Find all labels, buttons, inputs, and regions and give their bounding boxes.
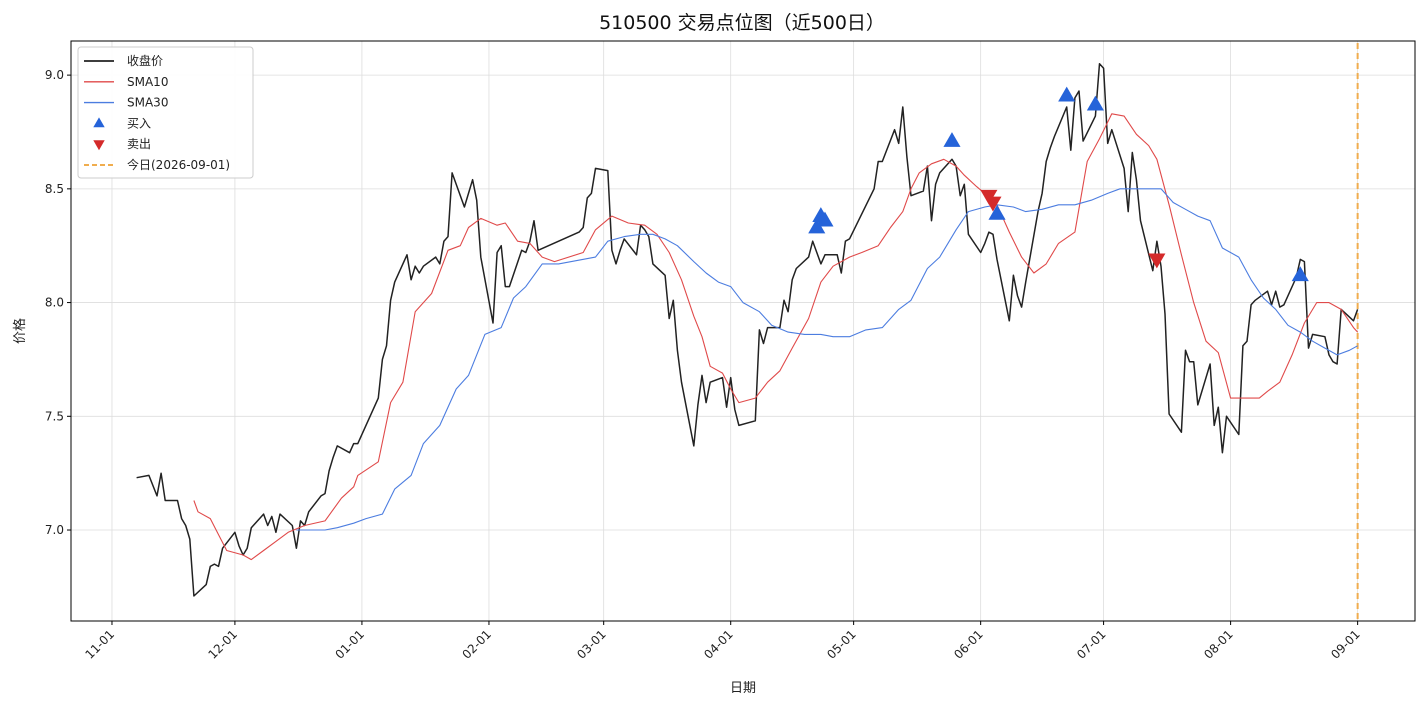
trade-markers [808,86,1309,282]
buy-marker [1291,266,1309,282]
buy-marker [816,211,834,227]
sell-marker [984,196,1002,212]
x-tick-label: 08-01 [1201,627,1236,662]
x-tick-label: 02-01 [460,627,495,662]
buy-marker [1058,86,1076,102]
x-tick-label: 01-01 [332,627,367,662]
legend-label: 收盘价 [127,53,163,68]
x-tick-label: 09-01 [1328,627,1363,662]
legend-label: 买入 [127,116,151,130]
buy-marker [988,204,1006,220]
y-axis: 7.0 7.5 8.0 8.5 9.0 [45,68,71,537]
y-tick-label: 8.0 [45,296,64,310]
chart-title: 510500 交易点位图（近500日） [599,12,885,34]
legend-swatch-sell [93,140,105,151]
legend-box [77,46,254,179]
x-axis-label: 日期 [730,681,756,696]
y-tick-label: 7.0 [45,523,64,537]
x-tick-label: 07-01 [1074,627,1109,662]
buy-marker [943,132,961,147]
y-tick-label: 9.0 [45,68,64,82]
y-tick-label: 7.5 [45,409,64,423]
x-tick-label: 05-01 [824,627,859,662]
series-line-sma10 [193,113,1359,561]
x-axis: 11-01 12-01 01-01 02-01 03-01 04-01 05-01 06-01… [83,621,1363,662]
legend-label: 卖出 [127,137,151,151]
sell-marker [1148,253,1166,269]
legend-swatch-buy [93,117,105,128]
x-tick-label: 06-01 [951,627,986,662]
buy-marker [1086,95,1104,111]
grid [71,41,1415,621]
x-tick-label: 11-01 [83,627,118,662]
x-tick-label: 04-01 [701,627,736,662]
plot-frame [70,40,1416,622]
x-tick-label: 03-01 [574,627,609,662]
legend-label: 今日(2026-09-01) [127,157,230,172]
series-layer [136,62,1359,597]
y-axis-label: 价格 [12,318,28,344]
legend-label: SMA30 [127,96,168,110]
legend-label: SMA10 [127,75,168,89]
series-line-close [136,62,1359,597]
x-tick-label: 12-01 [205,627,240,662]
y-tick-label: 8.5 [45,182,64,196]
series-line-sma30 [296,188,1358,531]
